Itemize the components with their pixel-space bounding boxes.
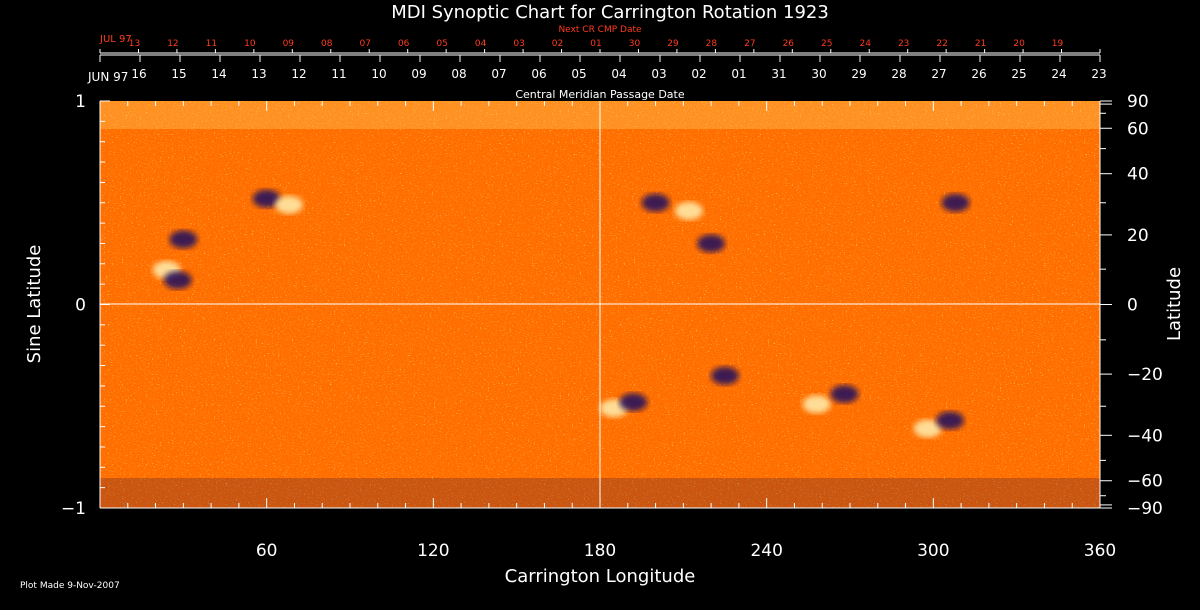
cmp-date-label: 16	[131, 67, 146, 81]
next-date-label: 27	[744, 39, 755, 49]
next-date-label: 01	[590, 39, 601, 49]
next-cr-axis: Next CR CMP Date JUL 97 13 12 11 10 09 08 07 06…	[99, 25, 1101, 54]
next-date-label: 23	[898, 39, 909, 49]
x-tick-label: 120	[417, 541, 449, 561]
cmp-date-label: 04	[611, 67, 626, 81]
next-date-label: 28	[706, 39, 718, 49]
chart-title: MDI Synoptic Chart for Carrington Rotati…	[391, 2, 829, 23]
magnetogram-map	[100, 101, 1100, 508]
y-axis-left-label: Sine Latitude	[24, 245, 45, 364]
y-left-tick-label: 1	[75, 92, 86, 112]
cmp-date-label: 31	[771, 67, 786, 81]
x-tick-label: 300	[917, 541, 949, 561]
x-axis-label: Carrington Longitude	[505, 566, 696, 587]
y-right-tick-label: −20	[1127, 365, 1163, 385]
cmp-date-label: 30	[811, 67, 826, 81]
y-right-tick-label: 60	[1127, 119, 1149, 139]
active-region-negative	[711, 366, 739, 385]
active-region-negative	[163, 271, 192, 290]
next-date-label: 07	[360, 39, 371, 49]
next-date-label: 25	[821, 39, 832, 49]
x-tick-label: 180	[584, 541, 616, 561]
cmp-date-label: 12	[291, 67, 306, 81]
cmp-date-label: 03	[651, 67, 666, 81]
next-date-label: 21	[975, 39, 986, 49]
cmp-date-label: 09	[411, 67, 426, 81]
cmp-axis-month: JUN 97	[87, 70, 128, 84]
next-date-label: 26	[783, 39, 795, 49]
cmp-date-label: 11	[331, 67, 346, 81]
cmp-date-label: 28	[891, 67, 906, 81]
y-right-tick-label: 40	[1127, 165, 1149, 185]
active-region-negative	[830, 385, 859, 404]
next-date-label: 22	[936, 39, 947, 49]
y-right-tick-label: −40	[1127, 426, 1163, 446]
y-right-tick-label: 20	[1127, 226, 1149, 246]
y-axis-right: 90 60 40 20 0 −20 −40 −60 −90	[1100, 92, 1163, 519]
cmp-date-label: 02	[691, 67, 706, 81]
y-right-tick-label: −60	[1127, 472, 1163, 492]
cmp-date-label: 10	[371, 67, 386, 81]
cmp-date-label: 13	[251, 67, 266, 81]
active-region-negative	[252, 189, 281, 208]
cmp-axis: JUN 97 16 15 14 13 12 11 10 09 08 07 06 05 04 03 02 01 3…	[87, 54, 1107, 101]
active-region-positive	[802, 395, 831, 414]
x-axis: 60 120 180 240 300 360	[99, 101, 1116, 561]
next-date-label: 08	[321, 39, 333, 49]
cmp-date-label: 29	[851, 67, 866, 81]
next-date-label: 09	[283, 39, 295, 49]
x-tick-label: 360	[1084, 541, 1116, 561]
active-region-positive	[274, 195, 303, 214]
next-date-label: 12	[167, 39, 178, 49]
active-region-negative	[619, 393, 648, 412]
active-region-negative	[697, 234, 726, 253]
x-tick-label: 60	[256, 541, 278, 561]
cmp-date-label: 26	[971, 67, 986, 81]
y-right-tick-label: −90	[1127, 499, 1163, 519]
cmp-date-label: 25	[1011, 67, 1026, 81]
cmp-date-label: 15	[171, 67, 186, 81]
next-date-label: 10	[244, 39, 256, 49]
next-date-label: 13	[129, 39, 140, 49]
next-axis-month: JUL 97	[99, 34, 132, 45]
next-date-label: 03	[513, 39, 524, 49]
next-date-label: 24	[860, 39, 872, 49]
cmp-date-label: 27	[931, 67, 946, 81]
active-region-positive	[913, 419, 942, 438]
active-region-positive	[674, 201, 703, 220]
next-date-label: 02	[552, 39, 563, 49]
next-date-label: 11	[206, 39, 217, 49]
cmp-date-label: 14	[211, 67, 226, 81]
next-date-label: 19	[1052, 39, 1064, 49]
next-axis-label: Next CR CMP Date	[558, 25, 642, 35]
cmp-date-label: 08	[451, 67, 466, 81]
next-date-label: 30	[629, 39, 641, 49]
y-right-tick-label: 0	[1127, 296, 1138, 316]
y-right-tick-label: 90	[1127, 92, 1149, 112]
plot-made-footer: Plot Made 9-Nov-2007	[20, 581, 120, 591]
y-axis-left: 1 0 −1	[61, 92, 110, 519]
next-date-label: 06	[398, 39, 410, 49]
cmp-axis-label: Central Meridian Passage Date	[515, 88, 684, 101]
active-region-negative	[936, 411, 964, 430]
next-date-label: 29	[667, 39, 679, 49]
y-left-tick-label: −1	[61, 499, 86, 519]
cmp-date-label: 01	[731, 67, 746, 81]
next-date-label: 04	[475, 39, 487, 49]
cmp-date-label: 24	[1051, 67, 1066, 81]
active-region-negative	[941, 193, 970, 212]
y-axis-right-label: Latitude	[1164, 267, 1185, 341]
cmp-date-label: 23	[1091, 67, 1106, 81]
next-date-label: 20	[1013, 39, 1025, 49]
active-region-negative	[169, 230, 198, 249]
cmp-date-label: 07	[491, 67, 506, 81]
next-date-label: 05	[436, 39, 447, 49]
cmp-date-label: 05	[571, 67, 586, 81]
active-region-negative	[641, 193, 670, 212]
x-tick-label: 240	[750, 541, 782, 561]
y-left-tick-label: 0	[75, 296, 86, 316]
cmp-date-label: 06	[531, 67, 546, 81]
